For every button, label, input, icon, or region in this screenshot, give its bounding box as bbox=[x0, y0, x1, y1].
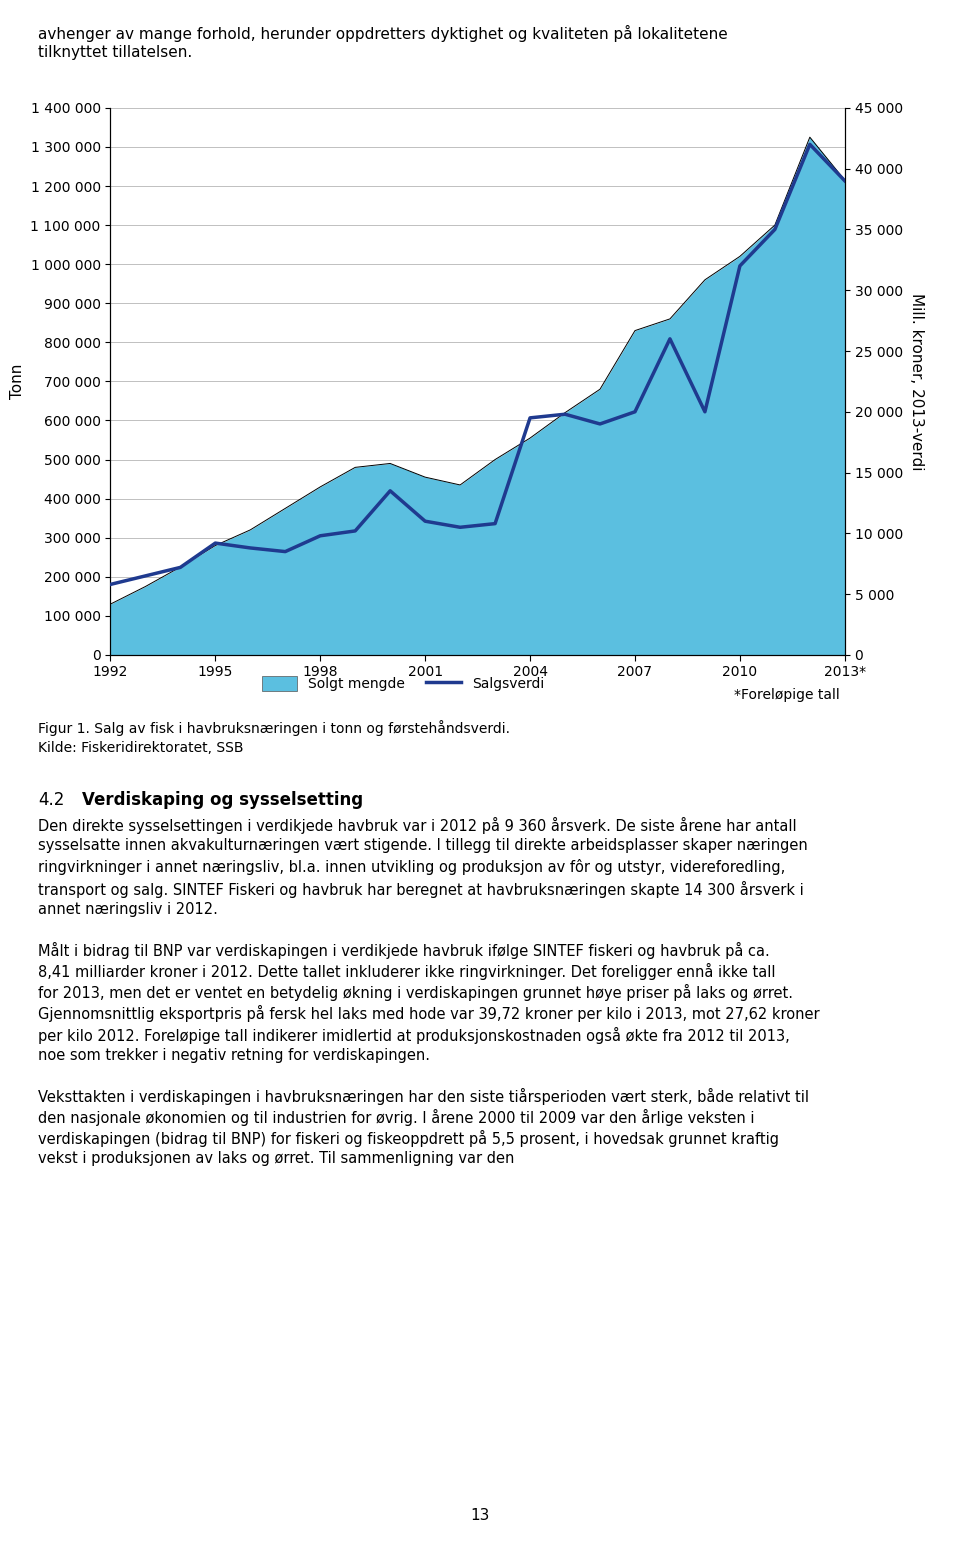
Legend: Solgt mengde, Salgsverdi: Solgt mengde, Salgsverdi bbox=[262, 676, 544, 690]
Text: noe som trekker i negativ retning for verdiskapingen.: noe som trekker i negativ retning for ve… bbox=[38, 1048, 430, 1063]
Text: Kilde: Fiskeridirektoratet, SSB: Kilde: Fiskeridirektoratet, SSB bbox=[38, 741, 244, 755]
Text: per kilo 2012. Foreløpige tall indikerer imidlertid at produksjonskostnaden også: per kilo 2012. Foreløpige tall indikerer… bbox=[38, 1026, 790, 1043]
Text: Målt i bidrag til BNP var verdiskapingen i verdikjede havbruk ifølge SINTEF fisk: Målt i bidrag til BNP var verdiskapingen… bbox=[38, 942, 770, 959]
Text: ringvirkninger i annet næringsliv, bl.a. innen utvikling og produksjon av fôr og: ringvirkninger i annet næringsliv, bl.a.… bbox=[38, 860, 785, 875]
Text: annet næringsliv i 2012.: annet næringsliv i 2012. bbox=[38, 901, 218, 917]
Y-axis label: Tonn: Tonn bbox=[10, 364, 25, 399]
Text: den nasjonale økonomien og til industrien for øvrig. I årene 2000 til 2009 var d: den nasjonale økonomien og til industrie… bbox=[38, 1110, 755, 1126]
Text: *Foreløpige tall: *Foreløpige tall bbox=[734, 687, 840, 703]
Text: 4.2: 4.2 bbox=[38, 791, 64, 809]
Text: Veksttakten i verdiskapingen i havbruksnæringen har den siste tiårsperioden vært: Veksttakten i verdiskapingen i havbruksn… bbox=[38, 1088, 809, 1105]
Text: tilknyttet tillatelsen.: tilknyttet tillatelsen. bbox=[38, 45, 193, 60]
Text: 13: 13 bbox=[470, 1507, 490, 1523]
Text: Verdiskaping og sysselsetting: Verdiskaping og sysselsetting bbox=[82, 791, 363, 809]
Text: avhenger av mange forhold, herunder oppdretters dyktighet og kvaliteten på lokal: avhenger av mange forhold, herunder oppd… bbox=[38, 25, 728, 42]
Text: for 2013, men det er ventet en betydelig økning i verdiskapingen grunnet høye pr: for 2013, men det er ventet en betydelig… bbox=[38, 985, 793, 1002]
Text: Figur 1. Salg av fisk i havbruksnæringen i tonn og førstehåndsverdi.: Figur 1. Salg av fisk i havbruksnæringen… bbox=[38, 720, 511, 735]
Text: sysselsatte innen akvakulturnæringen vært stigende. I tillegg til direkte arbeid: sysselsatte innen akvakulturnæringen vær… bbox=[38, 838, 808, 854]
Text: Den direkte sysselsettingen i verdikjede havbruk var i 2012 på 9 360 årsverk. De: Den direkte sysselsettingen i verdikjede… bbox=[38, 817, 797, 834]
Text: transport og salg. SINTEF Fiskeri og havbruk har beregnet at havbruksnæringen sk: transport og salg. SINTEF Fiskeri og hav… bbox=[38, 880, 804, 897]
Text: verdiskapingen (bidrag til BNP) for fiskeri og fiskeoppdrett på 5,5 prosent, i h: verdiskapingen (bidrag til BNP) for fisk… bbox=[38, 1130, 780, 1147]
Text: Gjennomsnittlig eksportpris på fersk hel laks med hode var 39,72 kroner per kilo: Gjennomsnittlig eksportpris på fersk hel… bbox=[38, 1005, 820, 1022]
Y-axis label: Mill. kroner, 2013-verdi: Mill. kroner, 2013-verdi bbox=[908, 293, 924, 470]
Text: 8,41 milliarder kroner i 2012. Dette tallet inkluderer ikke ringvirkninger. Det : 8,41 milliarder kroner i 2012. Dette tal… bbox=[38, 963, 776, 980]
Text: vekst i produksjonen av laks og ørret. Til sammenligning var den: vekst i produksjonen av laks og ørret. T… bbox=[38, 1151, 515, 1167]
